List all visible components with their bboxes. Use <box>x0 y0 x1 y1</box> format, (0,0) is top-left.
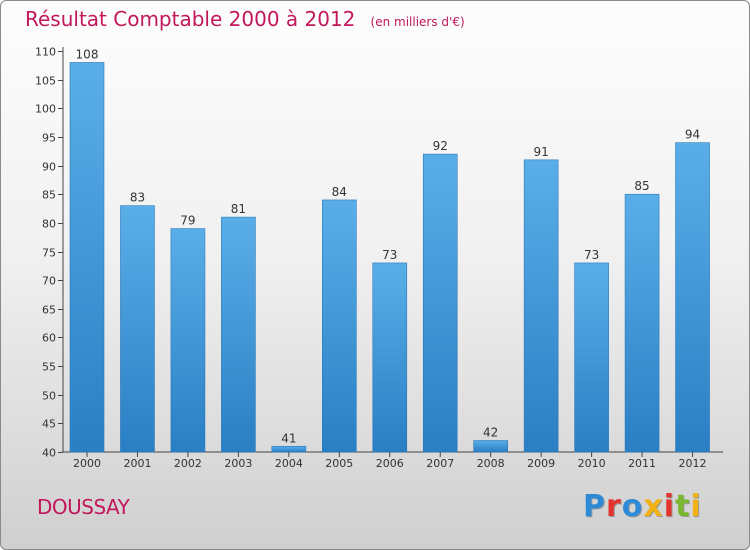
bar-value-label: 84 <box>332 185 347 199</box>
bar <box>372 262 408 453</box>
logo-letter: t <box>675 489 691 524</box>
bar-value-label: 92 <box>433 139 448 153</box>
chart-title-main: Résultat Comptable 2000 à 2012 <box>25 7 356 31</box>
proxiti-logo[interactable]: Proxiti <box>583 489 702 524</box>
x-tick-label: 2002 <box>174 457 202 470</box>
logo-letter: r <box>606 489 622 524</box>
y-tick-label: 65 <box>42 304 56 317</box>
bar <box>69 62 105 453</box>
y-tick-label: 105 <box>35 75 56 88</box>
y-tick-label: 70 <box>42 275 56 288</box>
logo-letter: P <box>583 489 606 524</box>
bar <box>422 153 458 453</box>
x-tick-label: 2007 <box>426 457 454 470</box>
y-tick-label: 45 <box>42 418 56 431</box>
bar-value-label: 83 <box>130 191 145 205</box>
bar <box>473 440 508 453</box>
bar <box>120 205 155 453</box>
bar-value-label: 81 <box>231 202 246 216</box>
x-tick-label: 2010 <box>578 457 606 470</box>
y-tick-label: 110 <box>35 46 56 59</box>
y-tick-label: 75 <box>42 247 56 260</box>
x-tick-label: 2008 <box>477 457 505 470</box>
bar-value-label: 85 <box>634 179 649 193</box>
bar-value-label: 108 <box>76 47 99 61</box>
bar <box>170 228 206 453</box>
bar <box>624 193 660 453</box>
bar <box>523 159 559 453</box>
bar <box>574 262 609 453</box>
y-tick-label: 50 <box>42 390 56 403</box>
logo-letter: x <box>643 489 664 524</box>
x-tick-label: 2000 <box>73 457 101 470</box>
bar-value-label: 79 <box>180 214 195 228</box>
logo-letter: o <box>621 489 644 524</box>
bar-value-label: 41 <box>281 431 296 445</box>
bar-value-label: 73 <box>584 248 599 262</box>
bar <box>221 216 256 453</box>
axes: 40 45 50 55 60 65 70 75 80 85 90 95 100 105 110 2000 200… <box>35 46 723 470</box>
bars: 108 83 79 81 41 84 73 92 42 91 73 85 94 <box>69 47 710 453</box>
x-tick-label: 2009 <box>527 457 555 470</box>
town-name: DOUSSAY <box>37 495 130 519</box>
y-tick-label: 85 <box>42 189 56 202</box>
chart-title: Résultat Comptable 2000 à 2012 (en milli… <box>25 7 465 31</box>
y-tick-label: 95 <box>42 132 56 145</box>
logo-letter: i <box>690 489 702 524</box>
x-tick-label: 2001 <box>123 457 151 470</box>
y-tick-label: 80 <box>42 218 56 231</box>
x-tick-label: 2012 <box>679 457 707 470</box>
bar-value-label: 94 <box>685 128 700 142</box>
y-tick-label: 55 <box>42 361 56 374</box>
y-tick-label: 60 <box>42 332 56 345</box>
y-tick-label: 90 <box>42 161 56 174</box>
bar <box>271 445 307 453</box>
x-tick-label: 2011 <box>628 457 656 470</box>
x-tick-label: 2006 <box>376 457 404 470</box>
y-tick-label: 40 <box>42 447 56 460</box>
bar <box>675 142 710 453</box>
bar-value-label: 91 <box>534 145 549 159</box>
chart-title-unit: (en milliers d'€) <box>370 15 465 29</box>
bar-value-label: 42 <box>483 426 498 440</box>
y-tick-label: 100 <box>35 103 56 116</box>
logo-letter: i <box>663 489 676 524</box>
x-tick-label: 2005 <box>325 457 353 470</box>
bar-value-label: 73 <box>382 248 397 262</box>
x-tick-label: 2004 <box>275 457 303 470</box>
x-tick-label: 2003 <box>224 457 252 470</box>
bar <box>322 199 357 453</box>
